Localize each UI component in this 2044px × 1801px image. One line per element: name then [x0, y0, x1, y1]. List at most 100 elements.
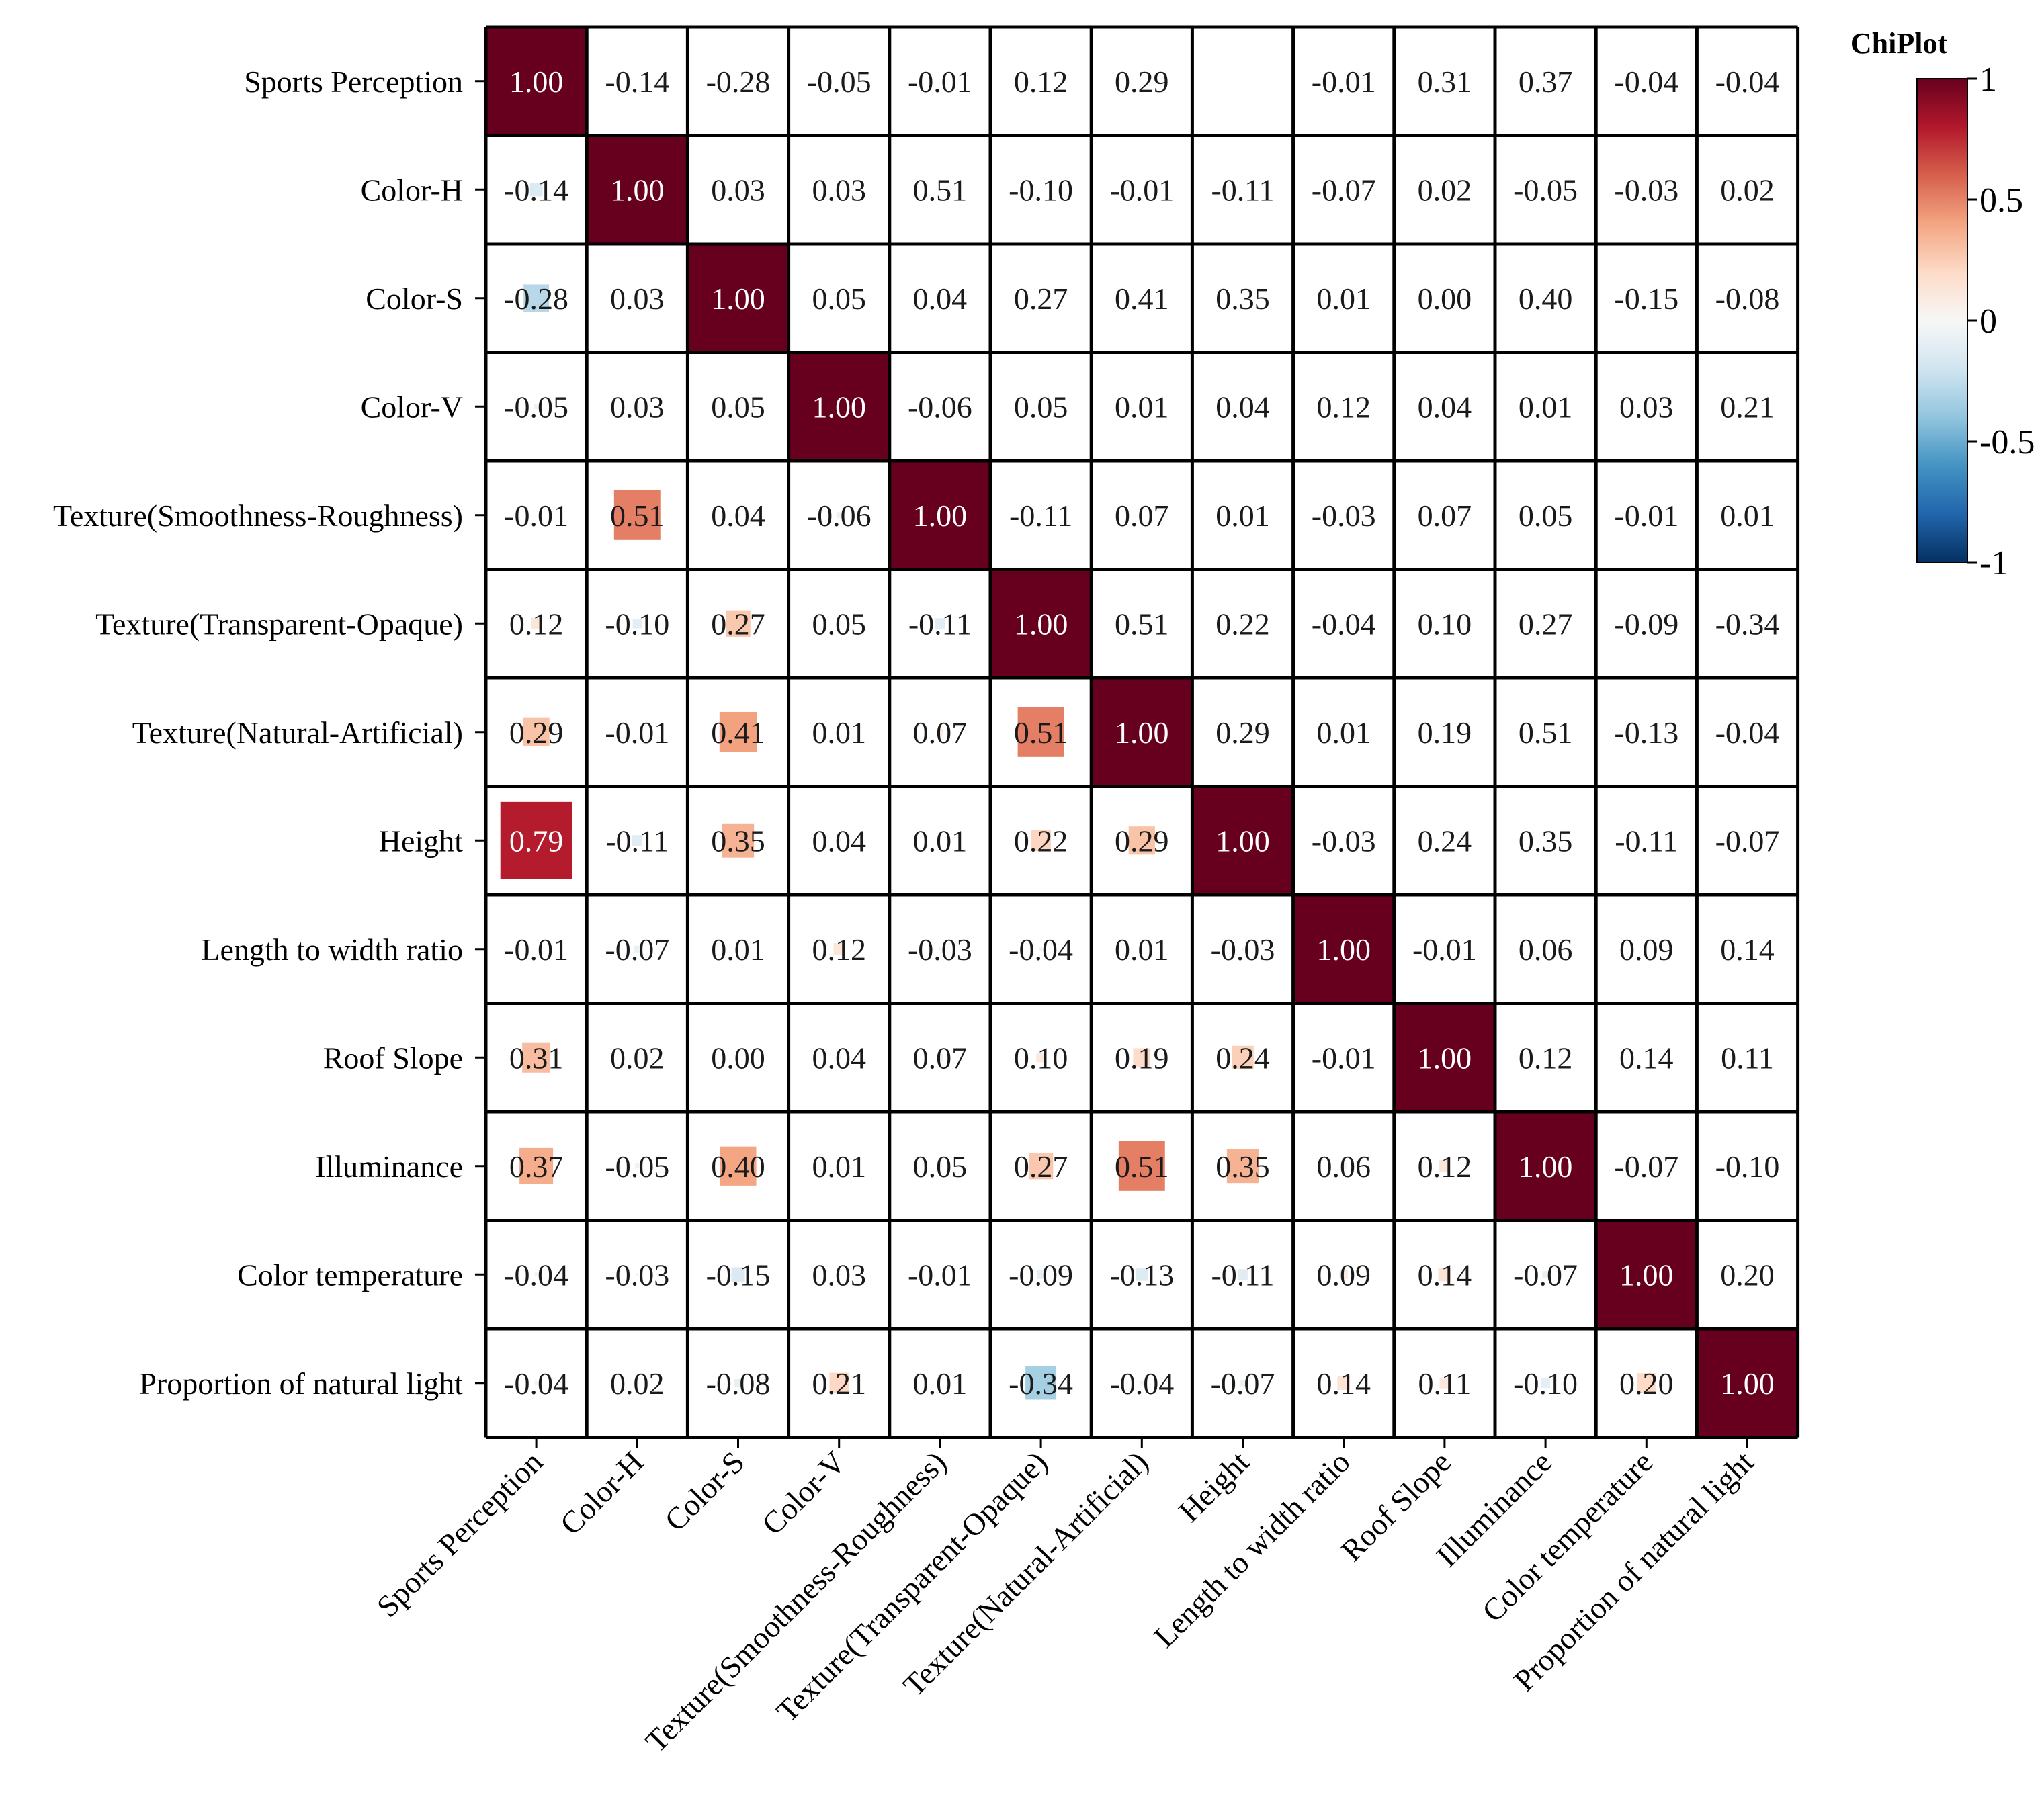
- cell-value: -0.04: [504, 1258, 568, 1292]
- cell-value: -0.04: [504, 1366, 568, 1401]
- cell-value: 0.20: [1720, 1258, 1775, 1292]
- correlation-square: [736, 404, 740, 409]
- row-label: Texture(Transparent-Opaque): [95, 607, 463, 641]
- cell-value: -0.28: [504, 281, 568, 316]
- cell-value: -0.01: [504, 498, 568, 533]
- row-label: Color temperature: [237, 1258, 463, 1292]
- cell-value: 0.09: [1619, 932, 1674, 967]
- correlation-square: [1039, 947, 1043, 951]
- cell-value: -0.05: [504, 390, 568, 424]
- row-label: Illuminance: [315, 1149, 463, 1184]
- column-label: Color-V: [755, 1445, 852, 1542]
- correlation-square: [534, 1380, 538, 1385]
- cell-value: 0.03: [711, 173, 765, 207]
- correlation-square: [833, 943, 845, 955]
- colorbar: ChiPlot 1 0.5 0 -0.5 -1: [1850, 27, 2035, 582]
- correlation-square: [1438, 1268, 1451, 1282]
- cell-value: 0.14: [1316, 1366, 1371, 1401]
- cell-value: 0.10: [1014, 1041, 1068, 1075]
- cell-value: -0.14: [605, 64, 669, 99]
- cell-value: 0.07: [1418, 498, 1472, 533]
- correlation-square: [837, 1273, 841, 1276]
- correlation-square: [530, 617, 542, 629]
- cell-value: -0.07: [1312, 173, 1376, 207]
- correlation-square: [1337, 1376, 1351, 1390]
- diagonal-cell: [990, 569, 1092, 678]
- heatmap-cells: 1.00 -0.14 -0.28 -0.05 -0.01 0.12 0.29 0.79 -0.0…: [486, 27, 1798, 1438]
- cell-value: 0.27: [711, 607, 765, 641]
- cell-value: 0.04: [1216, 390, 1270, 424]
- cell-value: 0.12: [509, 607, 564, 641]
- correlation-square: [1133, 1048, 1151, 1067]
- cell-value: 1.00: [1619, 1258, 1674, 1292]
- cell-value: 0.12: [812, 932, 866, 967]
- correlation-square: [1541, 1378, 1550, 1389]
- cell-value: -0.11: [1211, 1258, 1274, 1292]
- correlation-square: [1439, 1377, 1450, 1389]
- column-label: Length to width ratio: [1147, 1445, 1357, 1655]
- cell-value: -0.07: [1211, 1366, 1275, 1401]
- cell-value: 0.03: [610, 281, 665, 316]
- correlation-square: [1637, 1373, 1656, 1393]
- cell-value: 0.31: [1418, 64, 1472, 99]
- cell-value: -0.11: [605, 824, 669, 858]
- cell-value: 0.07: [1115, 498, 1169, 533]
- cell-value: 1.00: [610, 173, 665, 207]
- correlation-square: [636, 405, 639, 408]
- cell-value: -0.10: [1513, 1366, 1578, 1401]
- column-label: Height: [1172, 1444, 1256, 1528]
- cell-value: -0.08: [1715, 281, 1780, 316]
- cell-value: 0.21: [1720, 390, 1775, 424]
- cell-value: -0.06: [908, 390, 972, 424]
- correlation-square: [523, 284, 550, 312]
- diagonal-cell: [889, 461, 990, 570]
- colorbar-gradient: [1916, 78, 1968, 563]
- cell-value: -0.03: [605, 1258, 669, 1292]
- cell-value: -0.28: [706, 64, 771, 99]
- column-label: Color temperature: [1476, 1445, 1660, 1629]
- correlation-square: [1239, 1379, 1246, 1387]
- correlation-square: [1037, 1270, 1046, 1279]
- correlation-square: [1036, 1052, 1046, 1063]
- cell-value: 1.00: [1316, 932, 1371, 967]
- correlation-square: [722, 823, 755, 858]
- cell-value: 0.41: [1115, 281, 1169, 316]
- correlation-square: [1140, 1380, 1144, 1385]
- cell-value: -0.34: [1009, 1366, 1073, 1401]
- correlation-square: [1136, 1268, 1148, 1281]
- cell-value: -0.01: [908, 1258, 972, 1292]
- correlation-square: [1028, 1153, 1054, 1180]
- column-label: Color-S: [658, 1445, 751, 1538]
- correlation-square: [636, 1273, 639, 1276]
- cell-value: -0.03: [1312, 498, 1376, 533]
- cell-value: 0.02: [610, 1366, 665, 1401]
- cell-value: 1.00: [509, 64, 564, 99]
- colorbar-title: ChiPlot: [1850, 27, 1948, 60]
- cell-value: 0.79: [1216, 64, 1270, 99]
- cell-value: 0.04: [812, 824, 866, 858]
- cell-value: 1.00: [711, 281, 765, 316]
- cell-value: 0.27: [1014, 281, 1068, 316]
- cell-value: -0.05: [807, 64, 871, 99]
- correlation-square: [636, 1056, 638, 1059]
- cell-value: -0.01: [504, 932, 568, 967]
- diagonal-cell: [1394, 1003, 1495, 1112]
- cell-value: 0.21: [812, 1366, 866, 1401]
- row-label: Color-V: [361, 390, 463, 424]
- cell-value: 0.12: [1519, 1041, 1573, 1075]
- correlation-square: [1118, 1141, 1165, 1191]
- correlation-square: [634, 945, 641, 953]
- cell-value: -0.11: [908, 607, 972, 641]
- cell-value: -0.15: [1614, 281, 1678, 316]
- cell-value: 1.00: [1014, 607, 1068, 641]
- cell-value: 0.19: [1418, 715, 1472, 750]
- cell-value: -0.13: [1614, 715, 1678, 750]
- correlation-square: [937, 1163, 943, 1169]
- cell-value: 0.03: [812, 1258, 866, 1292]
- correlation-square: [1241, 947, 1244, 951]
- cell-value: -0.07: [1715, 824, 1780, 858]
- correlation-square: [1339, 1270, 1348, 1279]
- cell-value: 0.05: [913, 1149, 968, 1184]
- correlation-square: [731, 1267, 745, 1282]
- cell-value: -0.10: [1009, 173, 1073, 207]
